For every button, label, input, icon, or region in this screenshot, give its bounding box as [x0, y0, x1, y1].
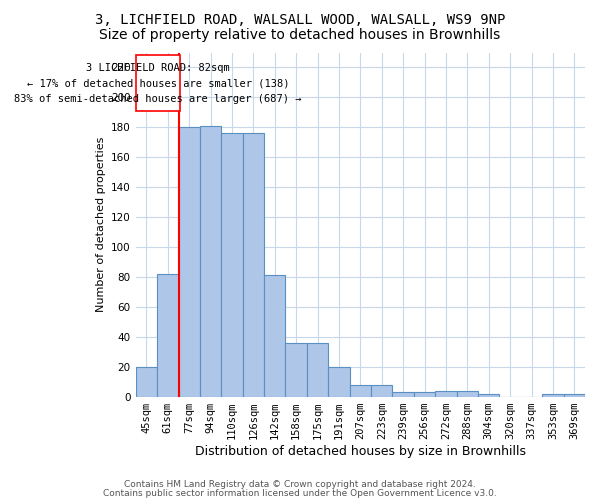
Bar — [414, 392, 435, 396]
Bar — [328, 366, 350, 396]
Bar — [350, 384, 371, 396]
Bar — [307, 342, 328, 396]
Text: Contains public sector information licensed under the Open Government Licence v3: Contains public sector information licen… — [103, 488, 497, 498]
Bar — [242, 134, 264, 396]
Text: 83% of semi-detached houses are larger (687) →: 83% of semi-detached houses are larger (… — [14, 94, 302, 104]
Bar — [286, 342, 307, 396]
Y-axis label: Number of detached properties: Number of detached properties — [95, 137, 106, 312]
X-axis label: Distribution of detached houses by size in Brownhills: Distribution of detached houses by size … — [195, 444, 526, 458]
Bar — [542, 394, 563, 396]
Text: Contains HM Land Registry data © Crown copyright and database right 2024.: Contains HM Land Registry data © Crown c… — [124, 480, 476, 489]
Bar — [371, 384, 392, 396]
Text: 3, LICHFIELD ROAD, WALSALL WOOD, WALSALL, WS9 9NP: 3, LICHFIELD ROAD, WALSALL WOOD, WALSALL… — [95, 12, 505, 26]
Text: 3 LICHFIELD ROAD: 82sqm: 3 LICHFIELD ROAD: 82sqm — [86, 62, 230, 72]
Text: Size of property relative to detached houses in Brownhills: Size of property relative to detached ho… — [100, 28, 500, 42]
Bar — [136, 56, 180, 111]
Bar — [457, 390, 478, 396]
Bar — [200, 126, 221, 396]
Bar — [563, 394, 585, 396]
Bar — [478, 394, 499, 396]
Bar — [136, 366, 157, 396]
Bar — [392, 392, 414, 396]
Bar — [221, 134, 242, 396]
Bar — [435, 390, 457, 396]
Bar — [157, 274, 179, 396]
Text: ← 17% of detached houses are smaller (138): ← 17% of detached houses are smaller (13… — [27, 78, 289, 88]
Bar — [179, 128, 200, 396]
Bar — [264, 276, 286, 396]
